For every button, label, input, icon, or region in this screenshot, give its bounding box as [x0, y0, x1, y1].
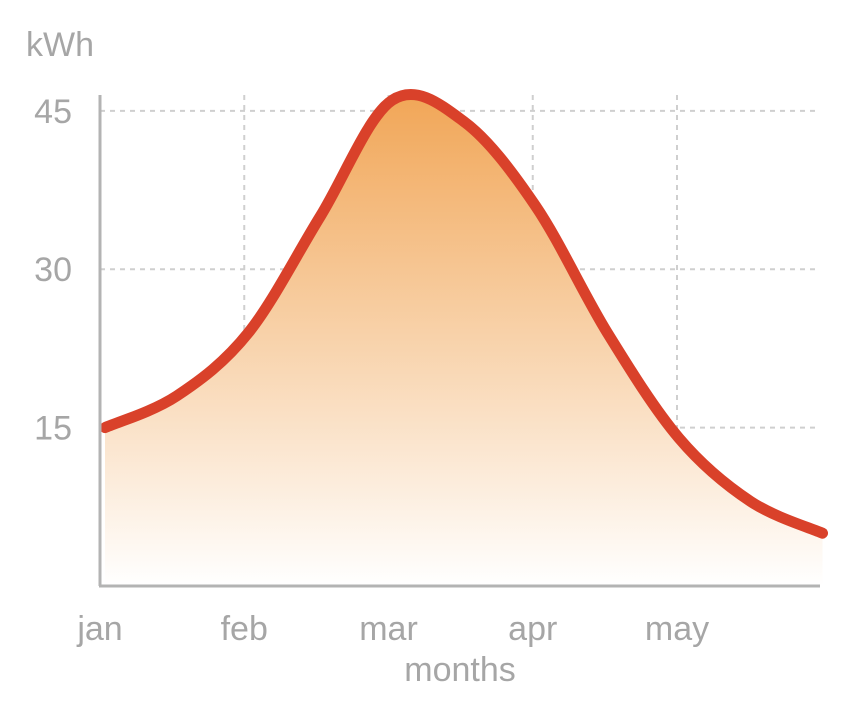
y-tick-label: 30	[34, 251, 72, 289]
x-tick-label: mar	[359, 610, 418, 648]
y-tick-labels: 15 30 45	[34, 93, 72, 448]
x-tick-label: feb	[221, 610, 268, 648]
y-tick-label: 45	[34, 93, 72, 131]
area-fill	[105, 94, 823, 587]
x-axis-label: months	[404, 651, 516, 689]
x-tick-label: may	[645, 610, 709, 648]
x-tick-labels: jan feb mar apr may	[76, 610, 709, 648]
y-tick-label: 15	[34, 410, 72, 448]
y-axis-unit-label: kWh	[26, 26, 94, 64]
series-line	[99, 89, 828, 539]
x-tick-label: apr	[508, 610, 557, 648]
x-tick-label: jan	[76, 610, 122, 648]
